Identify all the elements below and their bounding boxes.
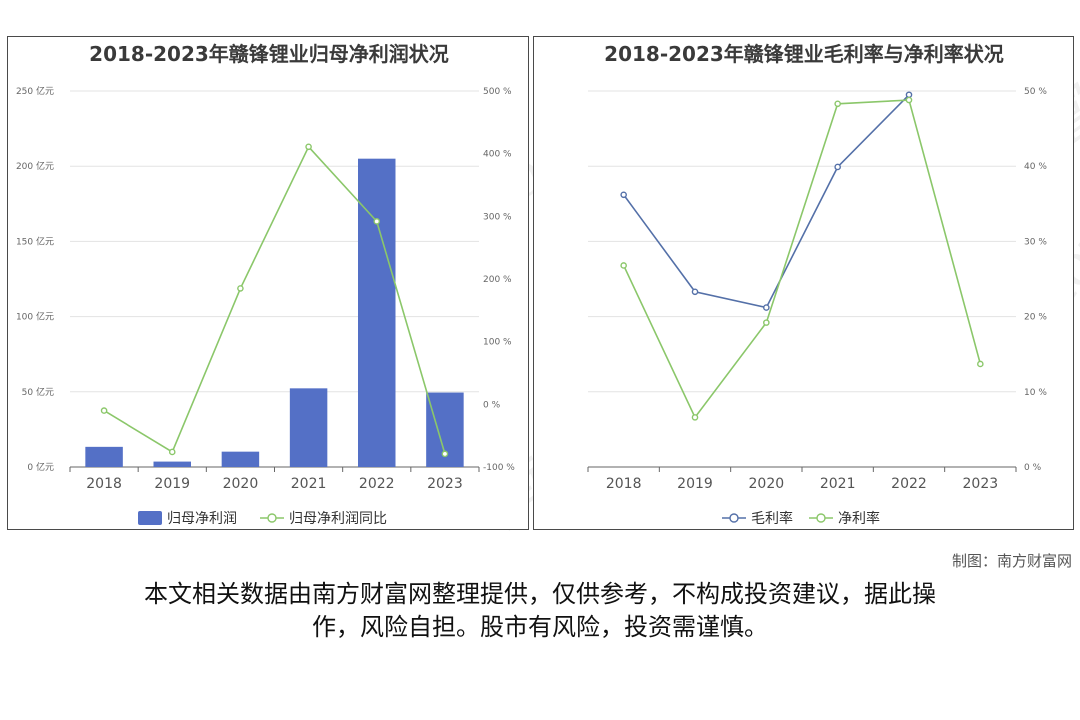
y-tick-label-right: 10 %	[1024, 388, 1047, 398]
legend-label: 归母净利润	[167, 510, 237, 527]
chart-title: 2018-2023年赣锋锂业归母净利润状况	[89, 42, 449, 66]
point-gross-margin	[620, 191, 627, 199]
bar-net-profit	[289, 388, 328, 467]
x-tick-label: 2023	[427, 476, 463, 492]
line-gross-margin	[623, 94, 910, 309]
legend-label: 毛利率	[751, 510, 793, 527]
point-gross-margin	[834, 163, 841, 171]
y-tick-label-left: 0 亿元	[27, 461, 54, 473]
x-tick-label: 2021	[820, 476, 856, 492]
y-tick-label-right: 30 %	[1024, 237, 1047, 247]
bar-net-profit	[358, 158, 396, 467]
y-tick-label-left: 200 亿元	[16, 160, 54, 172]
x-tick-label: 2020	[223, 476, 259, 492]
legend-label: 归母净利润同比	[289, 510, 387, 527]
legend-swatch-marker	[267, 513, 277, 523]
point-yoy	[237, 285, 244, 292]
chart-credit: 制图：南方财富网	[951, 552, 1072, 570]
y-tick-label-left: 50 亿元	[22, 386, 54, 398]
x-tick-label: 2020	[749, 476, 785, 492]
y-tick-label-right: 400 %	[483, 150, 512, 160]
x-tick-label: 2018	[86, 476, 122, 492]
x-tick-label: 2023	[963, 476, 999, 492]
legend-label: 净利率	[838, 510, 880, 527]
y-tick-label-right: 20 %	[1024, 313, 1047, 323]
x-tick-label: 2018	[606, 476, 642, 492]
point-gross-margin	[691, 288, 699, 296]
y-tick-label-right: 100 %	[483, 338, 512, 348]
x-tick-label: 2022	[891, 476, 927, 492]
margin-chart-svg: 2018-2023年赣锋锂业毛利率与净利率状况 0 % 10 % 20 % 30 % 4…	[587, 42, 1047, 527]
point-yoy	[441, 450, 449, 458]
legend-swatch-marker	[816, 513, 826, 523]
legend-swatch-marker	[729, 513, 739, 523]
y-tick-label-left: 250 亿元	[16, 85, 54, 97]
point-gross-margin	[763, 304, 770, 311]
point-net-margin	[834, 100, 841, 108]
disclaimer: 本文相关数据由南方财富网整理提供，仅供参考，不构成投资建议，据此操 作，风险自担…	[60, 578, 1020, 644]
net-profit-chart-svg: 2018-2023年赣锋锂业归母净利润状况 0 亿元 50 亿元 100 亿元 150…	[16, 42, 515, 527]
point-gross-margin	[905, 91, 913, 99]
y-tick-label-left: 150 亿元	[16, 235, 54, 247]
point-yoy	[373, 218, 381, 225]
y-tick-label-right: 40 %	[1024, 162, 1047, 172]
line-net-margin	[622, 99, 982, 419]
chart-title: 2018-2023年赣锋锂业毛利率与净利率状况	[604, 42, 1004, 66]
y-tick-label-right: -100 %	[483, 463, 515, 473]
point-net-margin	[620, 262, 627, 269]
point-net-margin	[977, 360, 984, 368]
point-yoy	[305, 143, 312, 151]
x-tick-label: 2019	[154, 476, 190, 492]
y-tick-label-left: 100 亿元	[16, 311, 54, 323]
y-tick-label-right: 500 %	[483, 87, 512, 97]
point-yoy	[100, 407, 108, 414]
bar-net-profit	[85, 446, 123, 467]
bar-net-profit	[153, 461, 191, 467]
margin-chart: 2018-2023年赣锋锂业毛利率与净利率状况 0 % 10 % 20 % 30 % 4…	[533, 36, 1074, 530]
point-net-margin	[763, 319, 770, 326]
y-tick-label-right: 50 %	[1024, 87, 1047, 97]
x-tick-label: 2022	[359, 476, 395, 492]
point-net-margin	[905, 96, 913, 104]
x-tick-label: 2021	[291, 476, 327, 492]
disclaimer-line: 本文相关数据由南方财富网整理提供，仅供参考，不构成投资建议，据此操	[144, 580, 936, 608]
y-tick-label-right: 0 %	[483, 400, 501, 410]
y-tick-label-right: 200 %	[483, 275, 512, 285]
net-profit-chart: 2018-2023年赣锋锂业归母净利润状况 0 亿元 50 亿元 100 亿元 150…	[7, 36, 529, 530]
legend-swatch-bar	[138, 511, 162, 525]
y-tick-label-right: 300 %	[483, 212, 512, 222]
line-yoy	[103, 145, 446, 455]
y-tick-label-right: 0 %	[1024, 463, 1042, 473]
x-tick-label: 2019	[677, 476, 713, 492]
point-yoy	[168, 448, 176, 456]
bar-net-profit	[221, 451, 260, 467]
disclaimer-line: 作，风险自担。股市有风险，投资需谨慎。	[312, 613, 768, 641]
point-net-margin	[691, 414, 699, 421]
